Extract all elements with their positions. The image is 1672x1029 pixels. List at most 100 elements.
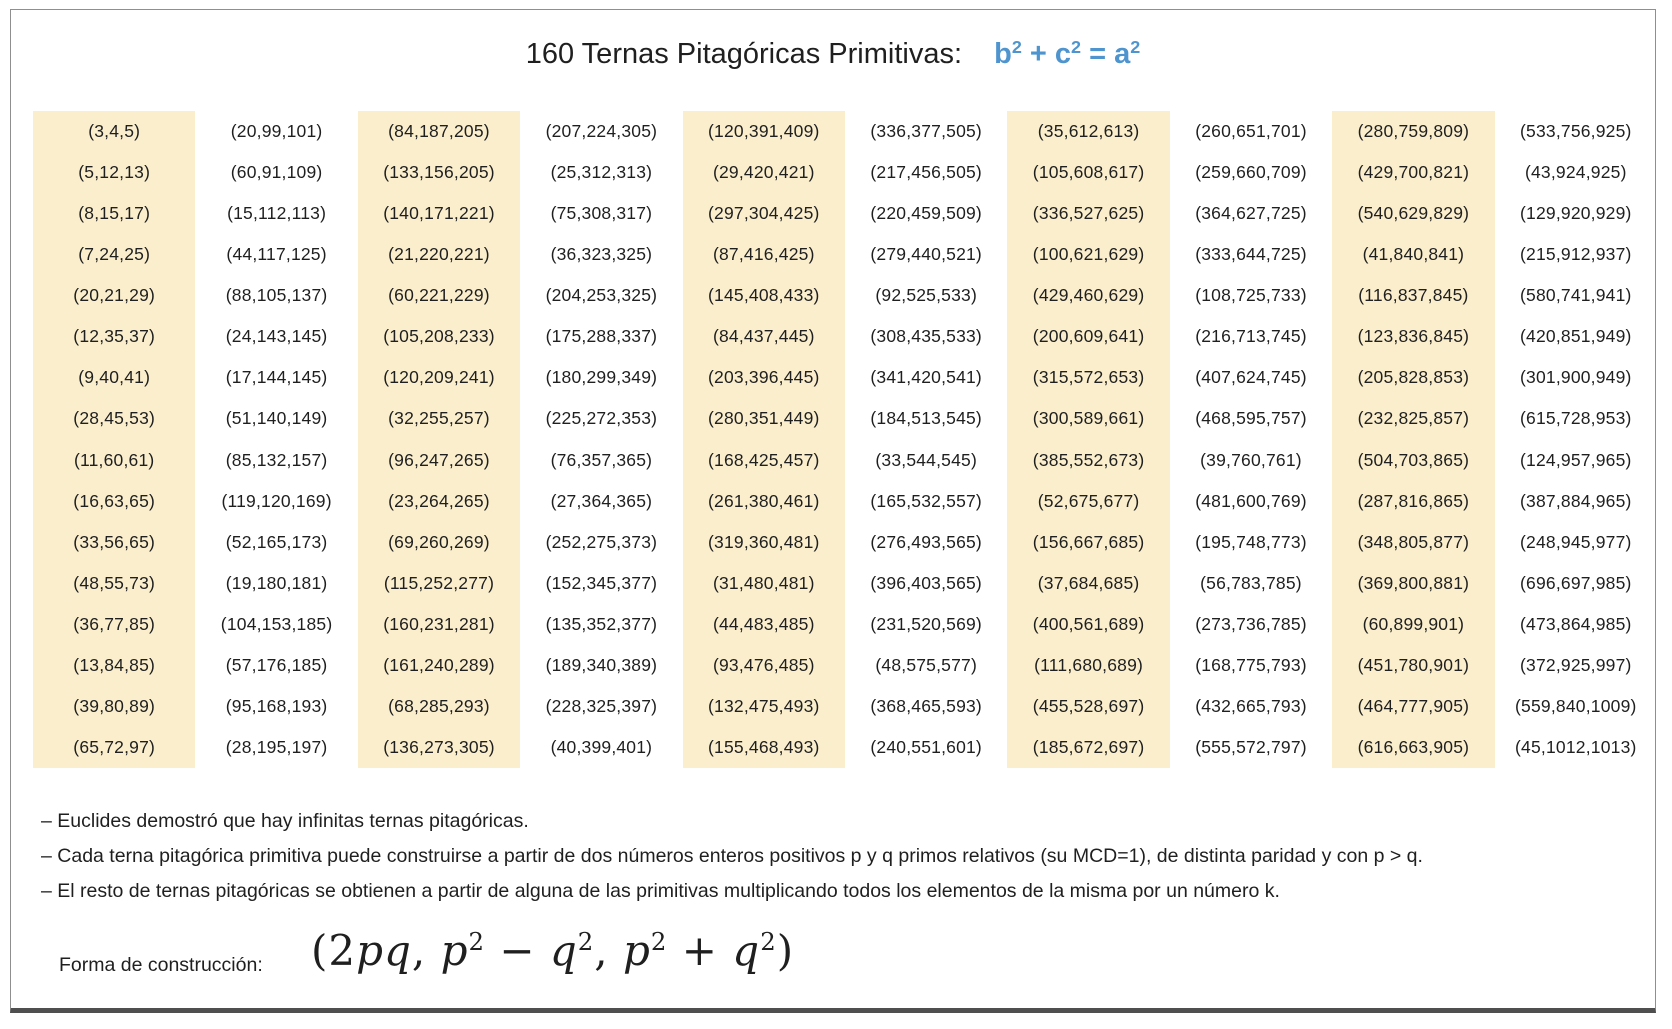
triple-cell: (333,644,725) (1195, 244, 1307, 265)
note-line: – El resto de ternas pitagóricas se obti… (41, 880, 1280, 902)
triple-cell: (464,777,905) (1357, 695, 1470, 716)
triple-cell: (129,920,929) (1520, 203, 1632, 224)
triple-cell: (232,825,857) (1357, 408, 1470, 429)
triples-column: (336,377,505) (217,456,505) (220,459,509) (… (845, 111, 1007, 768)
formula-exponent: 2 (577, 926, 595, 956)
formula-term: q (732, 926, 761, 975)
triple-cell: (45,1012,1013) (1515, 736, 1637, 757)
triple-cell: (696,697,985) (1520, 572, 1632, 593)
triple-cell: (120,209,241) (383, 367, 495, 388)
triple-cell: (161,240,289) (383, 654, 495, 675)
triple-cell: (231,520,569) (870, 613, 982, 634)
formula-term: pq (356, 926, 412, 975)
triple-cell: (468,595,757) (1195, 408, 1307, 429)
notes-block: – Euclides demostró que hay infinitas te… (41, 804, 1423, 909)
triple-cell: (420,851,949) (1520, 326, 1632, 347)
triple-cell: (369,800,881) (1357, 572, 1470, 593)
triple-cell: (60,221,229) (388, 285, 490, 306)
triple-cell: (240,551,601) (870, 736, 982, 757)
triples-column: (84,187,205) (133,156,205) (140,171,221) (2… (357, 111, 521, 768)
triple-cell: (68,285,293) (388, 695, 490, 716)
triples-column: (260,651,701) (259,660,709) (364,627,725) (… (1170, 111, 1332, 768)
document-sheet: 160 Ternas Pitagóricas Primitivas: b2 + … (10, 9, 1656, 1013)
triple-cell: (16,63,65) (73, 490, 156, 511)
triple-cell: (276,493,565) (870, 531, 982, 552)
triple-cell: (175,288,337) (545, 326, 658, 347)
triple-cell: (39,80,89) (73, 695, 156, 716)
triple-cell: (24,143,145) (225, 326, 328, 347)
triples-column: (533,756,925) (43,924,925) (129,920,929) (2… (1495, 111, 1657, 768)
triple-cell: (473,864,985) (1520, 613, 1632, 634)
triple-cell: (368,465,593) (870, 695, 982, 716)
triple-cell: (7,24,25) (78, 244, 151, 265)
formula-term: − (485, 926, 550, 975)
triple-cell: (21,220,221) (388, 244, 490, 265)
triple-cell: (429,460,629) (1032, 285, 1145, 306)
triple-cell: (69,260,269) (388, 531, 490, 552)
triple-cell: (15,112,113) (227, 203, 327, 224)
triple-cell: (540,629,829) (1357, 203, 1470, 224)
triple-cell: (135,352,377) (545, 613, 658, 634)
triple-cell: (252,275,373) (545, 531, 658, 552)
triples-column: (35,612,613) (105,608,617) (336,527,625) (1… (1007, 111, 1170, 768)
triple-cell: (136,273,305) (383, 736, 495, 757)
triple-cell: (39,760,761) (1200, 449, 1302, 470)
triple-cell: (279,440,521) (870, 244, 982, 265)
triple-cell: (207,224,305) (545, 121, 658, 142)
formula-term: , (411, 926, 441, 975)
triple-cell: (184,513,545) (870, 408, 982, 429)
triple-cell: (203,396,445) (708, 367, 820, 388)
triple-cell: (32,255,257) (388, 408, 490, 429)
triple-cell: (319,360,481) (708, 531, 820, 552)
triple-cell: (28,195,197) (225, 736, 328, 757)
triple-cell: (533,756,925) (1520, 121, 1632, 142)
triple-cell: (168,425,457) (708, 449, 820, 470)
formula-term: c (1054, 38, 1072, 70)
triple-cell: (105,608,617) (1032, 162, 1145, 183)
formula-term: , (594, 926, 623, 975)
triple-cell: (48,575,577) (875, 654, 978, 675)
triples-column: (20,99,101) (60,91,109) (15,112,113) (44,11… (195, 111, 357, 768)
triple-cell: (140,171,221) (383, 203, 495, 224)
triple-cell: (301,900,949) (1520, 367, 1632, 388)
triple-cell: (100,621,629) (1032, 244, 1145, 265)
triple-cell: (36,77,85) (73, 613, 156, 634)
triple-cell: (108,725,733) (1195, 285, 1307, 306)
triple-cell: (93,476,485) (712, 654, 815, 675)
triple-cell: (33,56,65) (73, 531, 156, 552)
title-formula: b2 + c2 = a2 (994, 37, 1140, 71)
triple-cell: (87,416,425) (712, 244, 815, 265)
triple-cell: (132,475,493) (708, 695, 820, 716)
triple-cell: (336,527,625) (1032, 203, 1145, 224)
triple-cell: (119,120,169) (221, 490, 332, 511)
formula-exponent: 2 (760, 926, 777, 956)
triple-cell: (85,132,157) (225, 449, 328, 470)
triple-cell: (372,925,997) (1520, 654, 1632, 675)
triple-cell: (60,91,109) (230, 162, 323, 183)
triple-cell: (51,140,149) (225, 408, 328, 429)
triple-cell: (35,612,613) (1037, 121, 1140, 142)
triple-cell: (216,713,745) (1195, 326, 1307, 347)
triple-cell: (5,12,13) (78, 162, 151, 183)
triples-column: (3,4,5) (5,12,13) (8,15,17) (7,24,25) (20,21… (33, 111, 196, 768)
triple-cell: (41,840,841) (1362, 244, 1465, 265)
triple-cell: (259,660,709) (1195, 162, 1307, 183)
triple-cell: (205,828,853) (1357, 367, 1470, 388)
formula-exponent: 2 (650, 926, 668, 956)
triple-cell: (33,544,545) (875, 449, 978, 470)
triple-cell: (280,759,809) (1357, 121, 1470, 142)
triple-cell: (95,168,193) (225, 695, 328, 716)
triple-cell: (20,21,29) (73, 285, 156, 306)
triple-cell: (407,624,745) (1195, 367, 1307, 388)
triples-column: (120,391,409) (29,420,421) (297,304,425) (8… (682, 111, 845, 768)
triple-cell: (481,600,769) (1195, 490, 1307, 511)
triple-cell: (17,144,145) (225, 367, 328, 388)
triple-cell: (261,380,461) (708, 490, 820, 511)
formula-exponent: 2 (1011, 37, 1022, 58)
triple-cell: (36,323,325) (550, 244, 653, 265)
triple-cell: (105,208,233) (383, 326, 495, 347)
triple-cell: (396,403,565) (870, 572, 982, 593)
triple-cell: (56,783,785) (1200, 572, 1302, 593)
triple-cell: (555,572,797) (1195, 736, 1307, 757)
